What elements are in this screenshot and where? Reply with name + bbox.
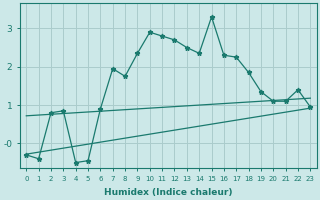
X-axis label: Humidex (Indice chaleur): Humidex (Indice chaleur) bbox=[104, 188, 233, 197]
